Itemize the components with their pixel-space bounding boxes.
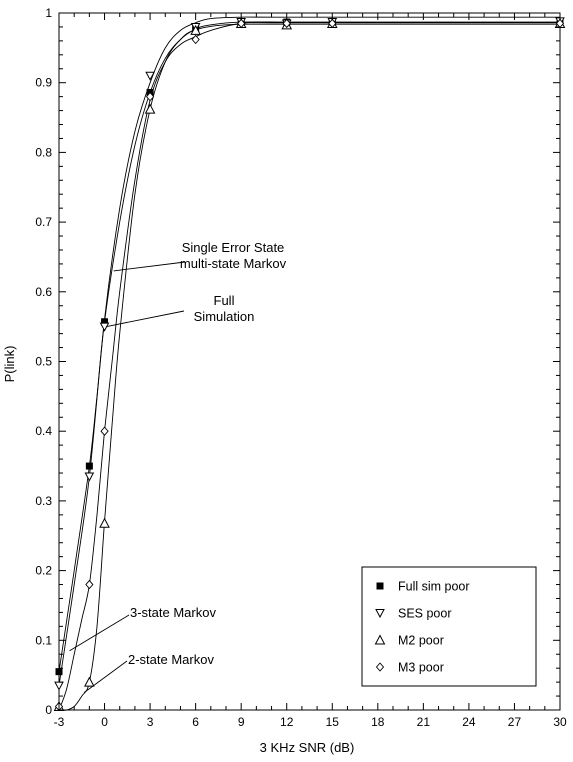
y-tick-label: 0 — [45, 703, 52, 717]
marker-triangle — [374, 634, 386, 645]
legend-entry: Full sim poor — [398, 580, 470, 594]
axis-ticks: -3 0 3 6 9 12 15 18 21 24 27 3000.10.20.30.40.50.60… — [35, 6, 567, 729]
x-tick-label: 21 — [417, 715, 431, 729]
x-tick-label: 0 — [101, 715, 108, 729]
series-markers — [53, 17, 566, 712]
x-tick-label: 3 — [147, 715, 154, 729]
marker-diamond — [328, 18, 337, 29]
marker-square — [85, 462, 93, 470]
x-tick-label: -3 — [54, 715, 65, 729]
y-tick-label: 0.1 — [35, 633, 52, 647]
annotation-leader — [105, 310, 185, 328]
annotation-label: Single Error State — [182, 240, 285, 255]
legend-entry: SES poor — [398, 607, 452, 621]
y-tick-label: 1 — [45, 6, 52, 20]
y-tick-label: 0.5 — [35, 355, 52, 369]
marker-triangle — [190, 24, 201, 35]
marker-diamond — [145, 91, 155, 102]
annotation-leader — [83, 660, 128, 693]
marker-inverted-triangle — [84, 472, 95, 482]
marker-diamond — [191, 34, 200, 45]
y-tick-label: 0.4 — [35, 424, 52, 438]
marker-diamond — [282, 18, 291, 29]
x-tick-label: 15 — [326, 715, 340, 729]
annotation-label: multi-state Markov — [180, 256, 287, 271]
annotation-label: Full — [214, 293, 235, 308]
marker-diamond — [375, 662, 385, 672]
annotation-label: Simulation — [194, 309, 255, 324]
annotation-label: 2-state Markov — [128, 652, 214, 667]
legend-entry: M2 poor — [398, 634, 444, 648]
annotation-leader — [69, 614, 130, 652]
x-tick-label: 12 — [280, 715, 294, 729]
legend-entry: M3 poor — [398, 661, 444, 675]
marker-inverted-triangle — [99, 322, 110, 332]
marker-diamond — [555, 18, 565, 29]
marker-square — [101, 318, 109, 326]
legend: Full sim poor SES poor M2 poor M3 poor — [361, 566, 537, 687]
marker-inverted-triangle — [54, 681, 64, 691]
y-tick-label: 0.3 — [35, 494, 52, 508]
series-line — [58, 23, 561, 711]
annotation-label: 3-state Markov — [130, 605, 216, 620]
marker-triangle — [144, 103, 156, 114]
y-tick-label: 0.2 — [35, 564, 52, 578]
marker-diamond — [237, 18, 246, 29]
marker-triangle — [84, 676, 95, 687]
x-tick-label: 27 — [508, 715, 522, 729]
y-tick-label: 0.6 — [35, 285, 52, 299]
y-tick-label: 0.7 — [35, 215, 52, 229]
x-tick-label: 24 — [462, 715, 476, 729]
x-axis-title: 3 KHz SNR (dB) — [260, 740, 355, 755]
marker-square — [376, 582, 384, 590]
marker-triangle — [99, 517, 110, 528]
marker-diamond — [85, 579, 94, 590]
x-tick-label: 9 — [238, 715, 245, 729]
marker-diamond — [100, 426, 109, 436]
y-tick-label: 0.9 — [35, 76, 52, 90]
y-tick-label: 0.8 — [35, 145, 52, 159]
x-tick-label: 18 — [371, 715, 385, 729]
annotation-leader — [113, 261, 186, 272]
y-axis-title: P(link) — [2, 346, 17, 383]
marker-inverted-triangle — [375, 609, 385, 619]
x-tick-label: 30 — [553, 715, 567, 729]
x-tick-label: 6 — [192, 715, 199, 729]
marker-square — [55, 668, 63, 676]
marker-inverted-triangle — [145, 71, 155, 81]
legend-box — [361, 566, 537, 687]
